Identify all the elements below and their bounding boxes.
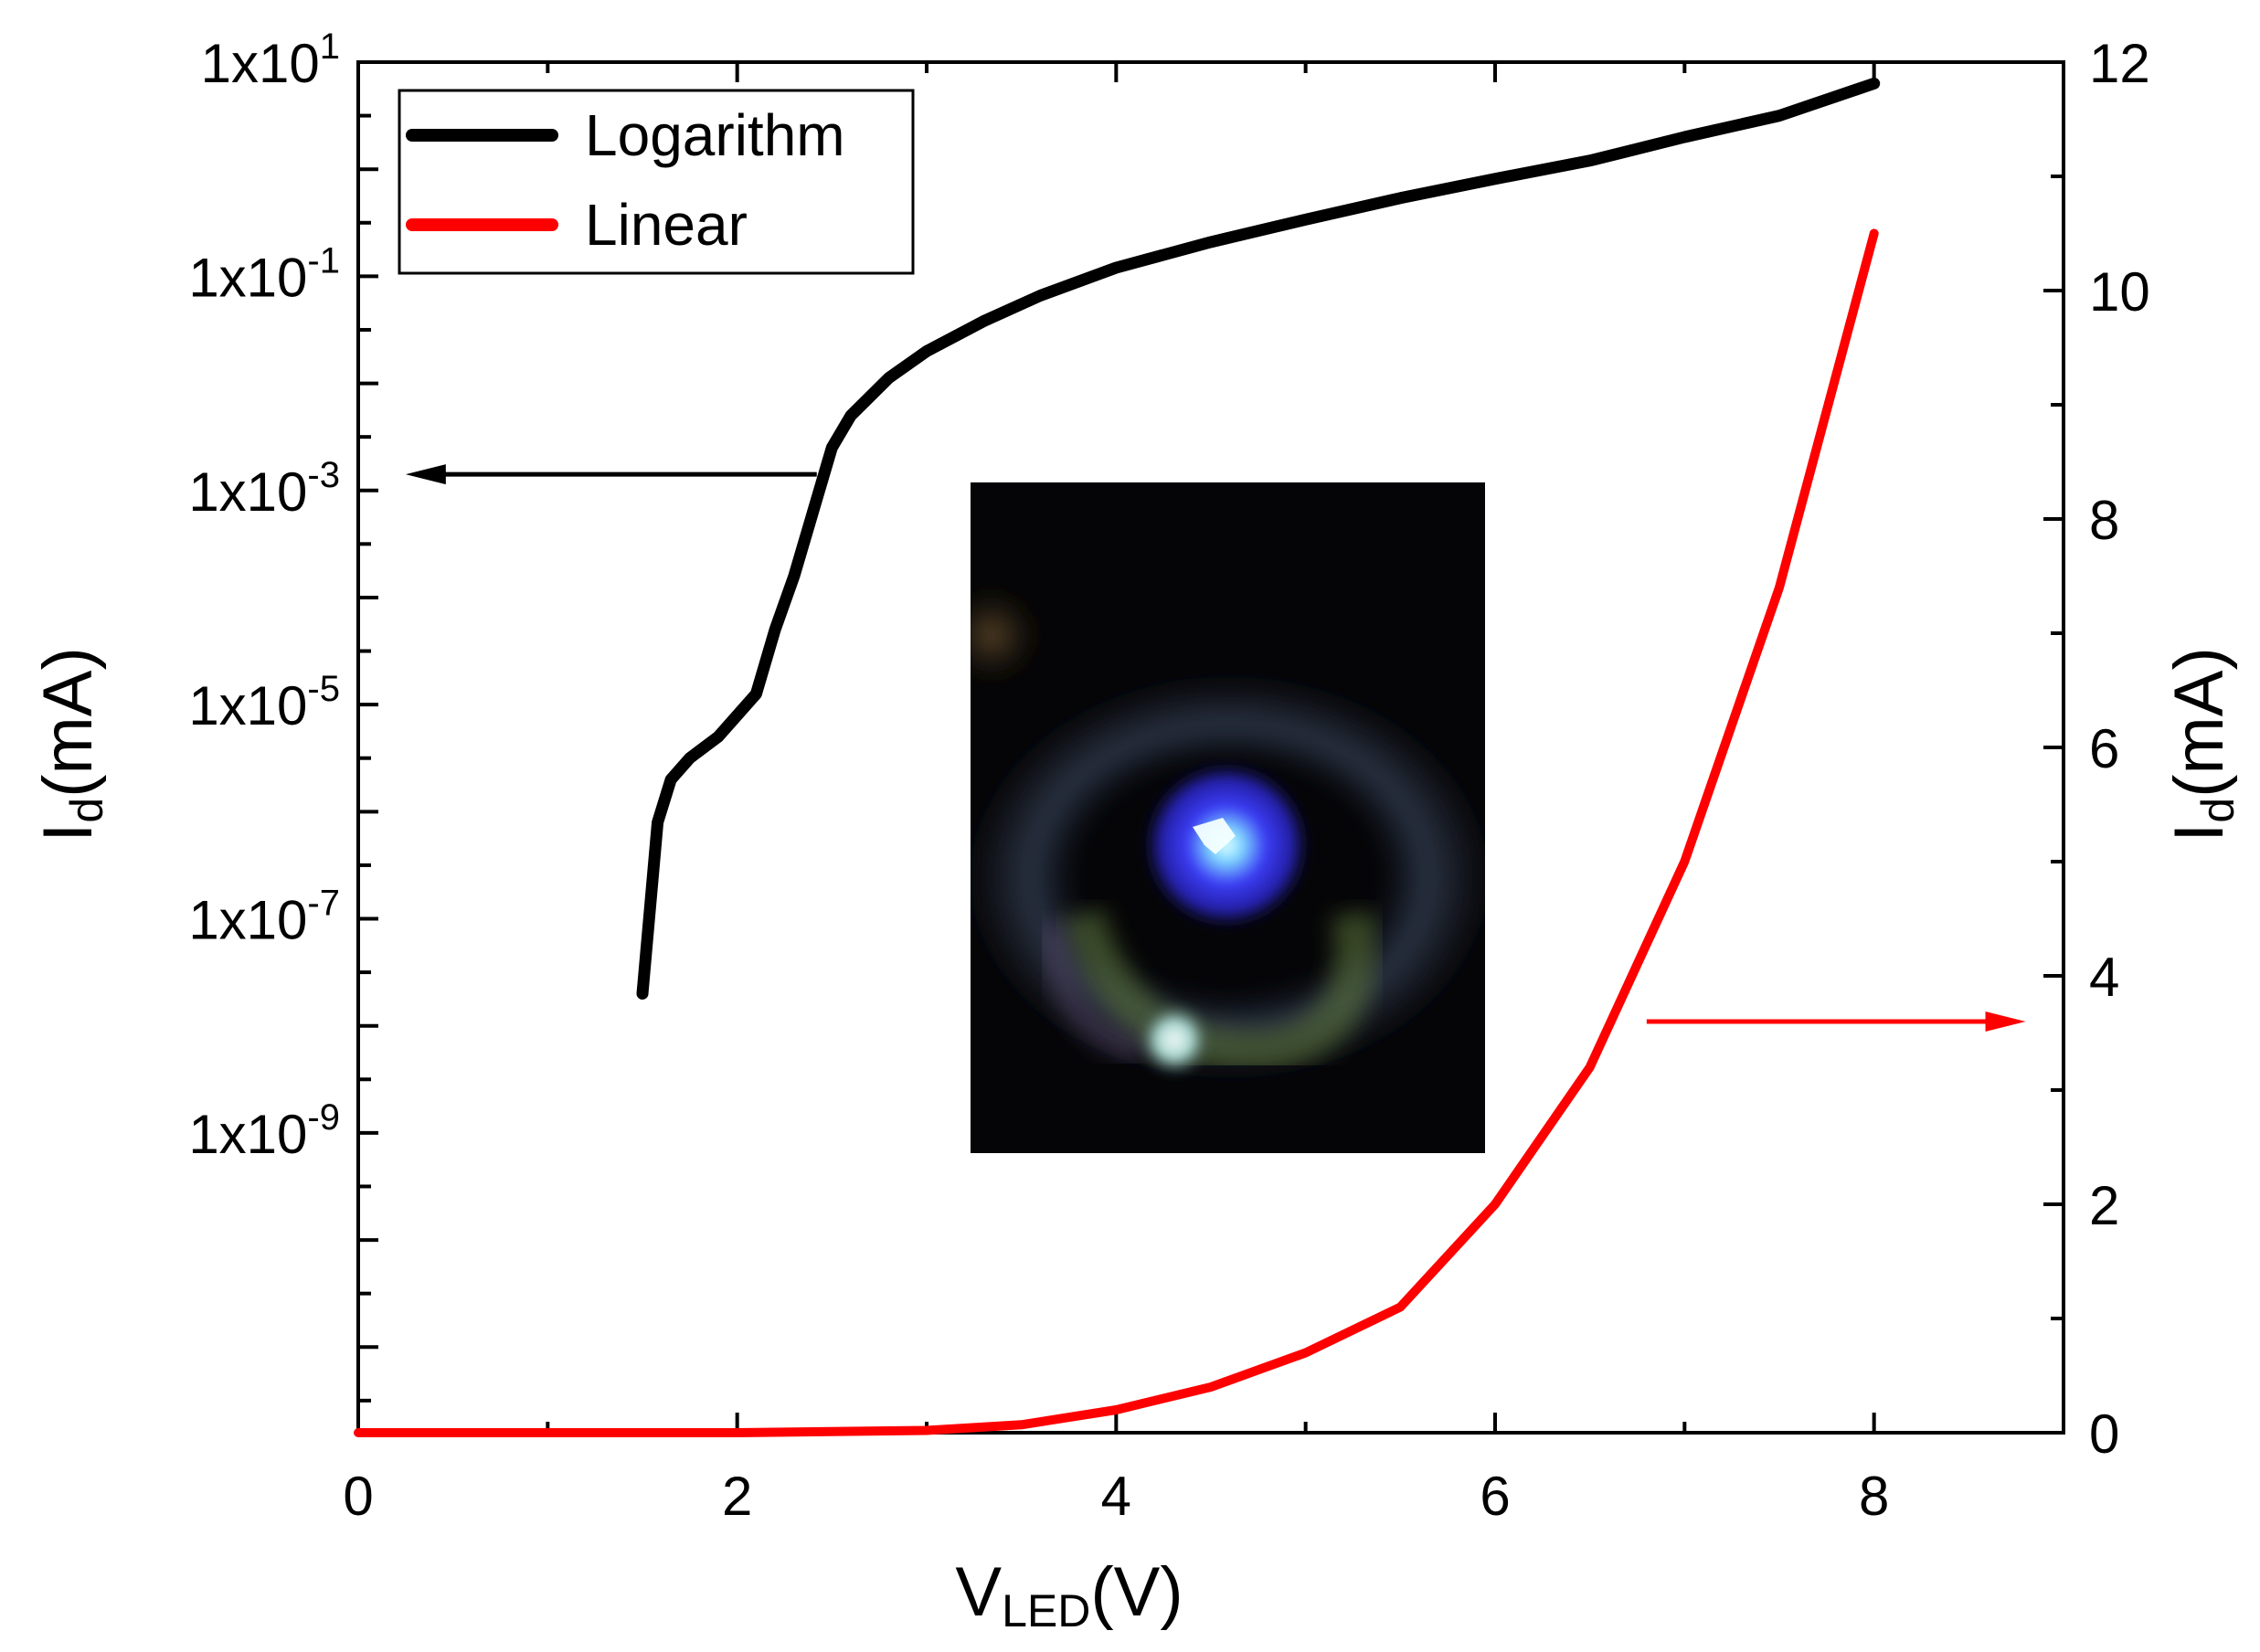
x-axis-title: VLED(V)	[955, 1553, 1183, 1636]
legend-label-linear: Linear	[585, 192, 748, 258]
y-left-tick-label: 1x10-1	[188, 240, 340, 308]
legend-label-logarithm: Logarithm	[585, 102, 845, 168]
y-left-tick-exponent: -3	[307, 455, 340, 495]
y-right-tick-label: 4	[2089, 947, 2119, 1008]
y-left-tick-base: 1x10	[201, 33, 320, 94]
y-left-tick-base: 1x10	[188, 675, 307, 736]
y-right-tick-label: 12	[2089, 33, 2150, 94]
axis-ticks	[356, 60, 2065, 1435]
inset-led-photo	[971, 482, 1485, 1153]
arrow-to-left-axis	[405, 464, 817, 485]
y-left-tick-exponent: 1	[320, 26, 340, 67]
y-left-tick-base: 1x10	[188, 461, 307, 523]
legend: Logarithm Linear	[398, 89, 915, 275]
y-right-tick-label: 0	[2089, 1403, 2119, 1465]
y-left-axis-title: Id(mA)	[29, 647, 112, 842]
y-left-tick-label: 1x101	[201, 26, 340, 94]
series-line-linear	[354, 228, 1879, 1437]
x-tick-labels: 0 2 4 6 8	[343, 1466, 1889, 1527]
y-left-tick-base: 1x10	[188, 890, 307, 951]
y-right-tick-label: 2	[2089, 1175, 2119, 1236]
y-left-tick-exponent: -7	[307, 884, 340, 924]
y-left-tick-label: 1x10-9	[188, 1097, 340, 1165]
y-left-tick-label: 1x10-3	[188, 455, 340, 523]
series-line-logarithm	[636, 77, 1881, 1000]
y-left-tick-label: 1x10-7	[188, 884, 340, 951]
y-left-tick-base: 1x10	[188, 1104, 307, 1165]
y-left-tick-exponent: -5	[307, 669, 340, 709]
x-tick-label: 0	[343, 1466, 373, 1527]
x-tick-label: 8	[1859, 1466, 1889, 1527]
y-left-tick-exponent: -1	[307, 240, 340, 281]
y-right-tick-label: 8	[2089, 490, 2119, 551]
y-right-tick-labels: 0 2 4 6 8 10 12	[2089, 33, 2150, 1465]
x-tick-label: 4	[1101, 1466, 1131, 1527]
y-left-tick-exponent: -9	[307, 1097, 340, 1138]
arrow-to-right-axis	[1646, 1011, 2026, 1032]
x-tick-label: 6	[1480, 1466, 1510, 1527]
y-right-tick-label: 6	[2089, 718, 2119, 779]
y-right-tick-label: 10	[2089, 261, 2150, 323]
y-left-tick-base: 1x10	[188, 247, 307, 308]
x-tick-label: 2	[722, 1466, 752, 1527]
y-left-tick-label: 1x10-5	[188, 669, 340, 736]
y-right-axis-title: Id(mA)	[2160, 647, 2244, 842]
